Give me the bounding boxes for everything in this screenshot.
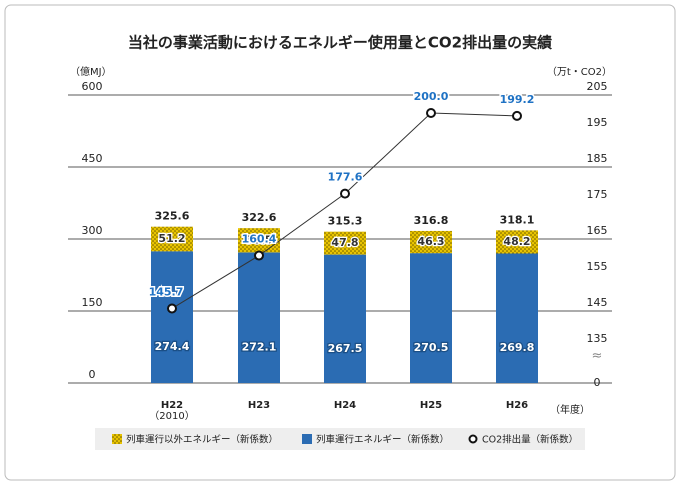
x-tick-label: H26	[506, 400, 528, 411]
x-axis-label: （年度）	[550, 403, 590, 416]
co2-value-label: 160.4	[242, 233, 277, 246]
total-label: 315.3	[328, 215, 363, 228]
y2-tick-label: 155	[587, 260, 608, 273]
bar-value-label: 50.5	[245, 233, 272, 246]
bar-segment	[238, 228, 280, 253]
y2-tick-label: 195	[587, 116, 608, 129]
y2-tick-label: 165	[587, 224, 608, 237]
bar-value-label: 272.1	[242, 341, 277, 354]
co2-marker	[512, 110, 522, 121]
y-tick-label: 600	[82, 80, 103, 93]
bar-segment	[238, 252, 280, 383]
co2-marker	[340, 188, 350, 199]
co2-marker	[167, 303, 177, 314]
legend-label: 列車運行以外エネルギー（新係数）	[126, 434, 278, 446]
total-label: 322.6	[242, 211, 277, 224]
bar-value-label: 51.2	[158, 232, 185, 245]
bar-segment	[151, 226, 193, 252]
bar-segment	[151, 251, 193, 383]
y-tick-label: 450	[82, 152, 103, 165]
bar-value-label: 269.8	[500, 341, 535, 354]
y2-tick-label: 145	[587, 296, 608, 309]
legend-box	[95, 428, 585, 450]
bar-segment	[410, 230, 452, 254]
bar-segment	[496, 230, 538, 254]
y2-tick-label: 185	[587, 152, 608, 165]
co2-value-label: 200.0	[414, 90, 449, 103]
total-label: 316.8	[414, 214, 449, 227]
co2-value-label: 145.7	[149, 285, 184, 298]
y2-break-label: 0	[594, 376, 601, 389]
x-tick-label: H22	[161, 400, 183, 411]
bar-segment	[496, 253, 538, 383]
bar-segment	[324, 231, 366, 255]
bar-value-label: 267.5	[328, 342, 363, 355]
x-tick-label: H24	[334, 400, 356, 411]
total-label: 325.6	[155, 210, 190, 223]
co2-value-label: 177.6	[328, 171, 363, 184]
bar-value-label: 47.8	[331, 236, 358, 249]
y2-axis-label: （万t・CO2）	[547, 66, 612, 78]
total-label: 318.1	[500, 213, 535, 226]
y-tick-label: 300	[82, 224, 103, 237]
chart-title: 当社の事業活動におけるエネルギー使用量とCO2排出量の実績	[128, 34, 552, 52]
y-axis-label: （億MJ）	[70, 65, 112, 78]
x-tick-sublabel: （2010）	[149, 410, 194, 422]
legend-swatch	[112, 434, 122, 444]
co2-marker	[426, 108, 436, 118]
x-tick-label: H25	[420, 400, 442, 411]
bar-value-label: 270.5	[414, 341, 449, 354]
co2-marker	[254, 250, 264, 261]
bar-value-label: 48.2	[503, 235, 530, 248]
legend-label: CO2排出量（新係数）	[482, 434, 578, 446]
legend-marker	[468, 434, 478, 444]
y2-tick-label: 175	[587, 188, 608, 201]
legend-swatch	[302, 434, 312, 444]
y2-tick-label: 135	[587, 332, 608, 345]
bar-segment	[410, 253, 452, 383]
legend-label: 列車運行エネルギー（新係数）	[316, 434, 449, 446]
y2-tick-label: 205	[587, 80, 608, 93]
bar-value-label: 46.3	[417, 235, 444, 248]
y-tick-label: 0	[89, 368, 96, 381]
bar-segment	[324, 254, 366, 383]
x-tick-label: H23	[248, 400, 270, 411]
axis-break: ≈	[592, 349, 603, 364]
y-tick-label: 150	[82, 296, 103, 309]
co2-value-label: 199.2	[500, 93, 535, 106]
bar-value-label: 274.4	[155, 340, 190, 353]
